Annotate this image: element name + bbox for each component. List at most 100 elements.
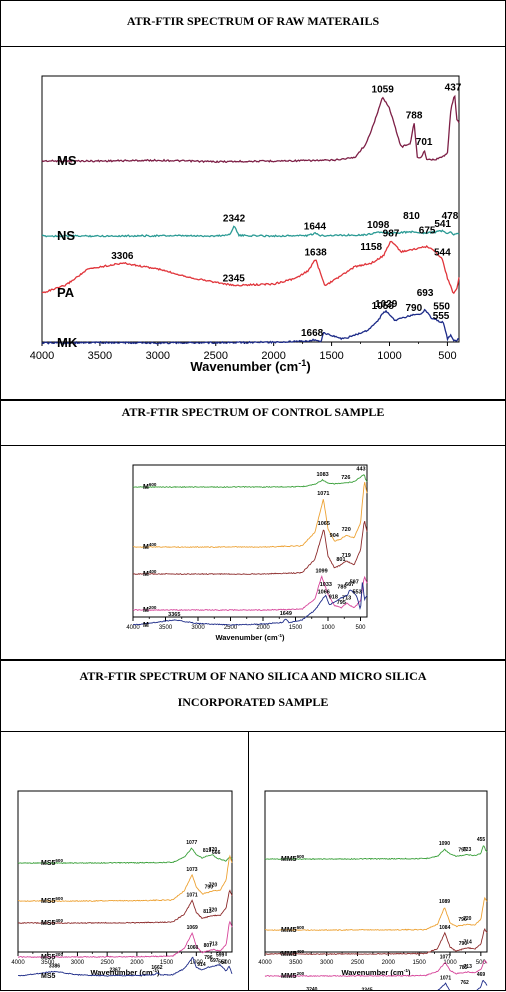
peak-label: 1099	[315, 568, 327, 574]
peak-label: 795	[337, 600, 346, 606]
peak-label: 599	[216, 952, 225, 958]
peak-label: 1073	[186, 867, 197, 873]
peak-label: 2345	[361, 988, 372, 990]
x-tick-label: 1500	[412, 960, 426, 966]
peak-label: 713	[209, 942, 218, 948]
peak-label: 1090	[439, 841, 450, 847]
x-tick-label: 3000	[146, 350, 170, 362]
peak-label: 801	[336, 557, 345, 563]
series-line-ms	[41, 94, 460, 164]
series-label: MS5600	[41, 896, 63, 905]
series-label: M200	[143, 605, 157, 614]
x-tick-label: 3500	[41, 960, 55, 966]
x-axis-label-text: Wavenumber (cm	[90, 968, 153, 977]
peak-label: 1644	[304, 221, 327, 232]
x-tick-label: 1500	[319, 350, 343, 362]
peak-label: 720	[209, 883, 218, 889]
x-axis-label-text: Wavenumber (cm	[190, 359, 298, 374]
peak-label: 1059	[372, 85, 395, 96]
series-line-ms5-400	[17, 889, 233, 925]
series-label-name: MS	[57, 153, 77, 168]
x-axis-label-end: )	[282, 633, 285, 642]
x-tick-label: 1000	[190, 960, 204, 966]
series-label: M400	[143, 569, 157, 578]
peak-label: 904	[330, 533, 340, 539]
x-axis-label-sup: -1	[153, 968, 158, 974]
series-label-sup: 200	[149, 605, 157, 610]
x-tick-label: 1000	[443, 960, 457, 966]
peak-label: 1071	[187, 893, 198, 899]
series-label: M	[143, 622, 149, 629]
series-label-sup: 400	[55, 918, 63, 923]
peak-label: 720	[463, 916, 472, 922]
peak-label: 3240	[306, 987, 317, 990]
peak-label: 810	[403, 211, 420, 222]
series-label: MM5600	[281, 925, 305, 934]
series-line-ms5	[18, 956, 233, 977]
peak-label: 553	[352, 590, 361, 596]
peak-label: 1084	[439, 925, 450, 931]
series-label-sup: 600	[297, 925, 305, 930]
series-label-name: MM5	[281, 927, 297, 934]
x-tick-label: 500	[476, 960, 487, 966]
peak-label: 597	[350, 580, 359, 586]
series-label-sup: 200	[55, 952, 63, 957]
series-label-name: MM5	[281, 856, 297, 863]
raw-materials-section: ATR-FTIR SPECTRUM OF RAW MATERAILS	[0, 0, 506, 47]
raw-materials-chart: 4000 3500 3000 2500 2000 1500 1000 500 Wavenumbe…	[30, 75, 462, 374]
series-label: NS	[57, 228, 75, 243]
x-tick-label: 1500	[160, 960, 174, 966]
x-axis-label-text: Wavenumber (cm	[215, 633, 278, 642]
peak-label: 3365	[168, 612, 180, 618]
peak-label: 3306	[111, 251, 134, 262]
series-line-m-400	[132, 520, 368, 576]
peak-label: 719	[342, 553, 351, 559]
peak-label: 713	[464, 964, 473, 970]
x-tick-label: 2500	[204, 350, 228, 362]
peak-label: 813	[203, 909, 212, 915]
nano-micro-silica-title-line1: ATR-FTIR SPECTRUM OF NANO SILICA AND MIC…	[79, 669, 427, 683]
peak-label: 2342	[223, 214, 246, 225]
series-line-mk	[41, 308, 460, 345]
x-tick-label: 500	[221, 960, 232, 966]
peak-label: 918	[329, 595, 338, 601]
x-axis-label-sup: -1	[298, 358, 306, 368]
x-axis-label: Wavenumber (cm-1)	[215, 633, 285, 642]
peak-label: 544	[434, 247, 451, 258]
peak-label: 697	[210, 958, 219, 964]
x-axis-label: Wavenumber (cm-1)	[190, 358, 310, 374]
series-label-name: M	[143, 544, 149, 551]
peak-label: 1033	[320, 582, 332, 588]
peak-label: 1662	[151, 965, 162, 971]
series-label-name: M	[143, 571, 149, 578]
peak-label: 987	[383, 229, 400, 240]
plot-frame	[132, 464, 368, 618]
series-label-sup: 600	[149, 482, 157, 487]
peak-label: 1638	[304, 247, 327, 258]
series-line-pa	[41, 240, 460, 295]
x-tick-label: 1500	[289, 625, 303, 631]
peak-label: 2367	[110, 968, 121, 974]
x-axis-label-end: )	[157, 968, 160, 977]
series-line-ms5-200	[17, 920, 233, 959]
x-axis-label-end: )	[306, 359, 310, 374]
peak-label: 437	[445, 83, 462, 94]
peak-label: 1069	[187, 925, 198, 931]
series-line-m	[133, 582, 368, 626]
peak-label: 693	[417, 288, 434, 299]
peak-label: 785	[337, 585, 346, 591]
series-label-name: MM5	[281, 951, 297, 958]
peak-label: 713	[342, 595, 351, 601]
x-tick-label: 2000	[261, 350, 285, 362]
peak-label: 720	[342, 527, 351, 533]
peak-label: 796	[204, 955, 213, 961]
series-label-sup: 400	[149, 542, 157, 547]
series-label: MK	[57, 335, 78, 350]
x-tick-label: 3000	[71, 960, 85, 966]
series-label: M400	[143, 542, 157, 551]
series-label: M600	[143, 482, 157, 491]
peak-label: 819	[203, 848, 212, 854]
peak-label: 796	[458, 917, 467, 923]
peak-label: 790	[205, 884, 214, 890]
x-axis-label-sup: -1	[404, 968, 409, 974]
